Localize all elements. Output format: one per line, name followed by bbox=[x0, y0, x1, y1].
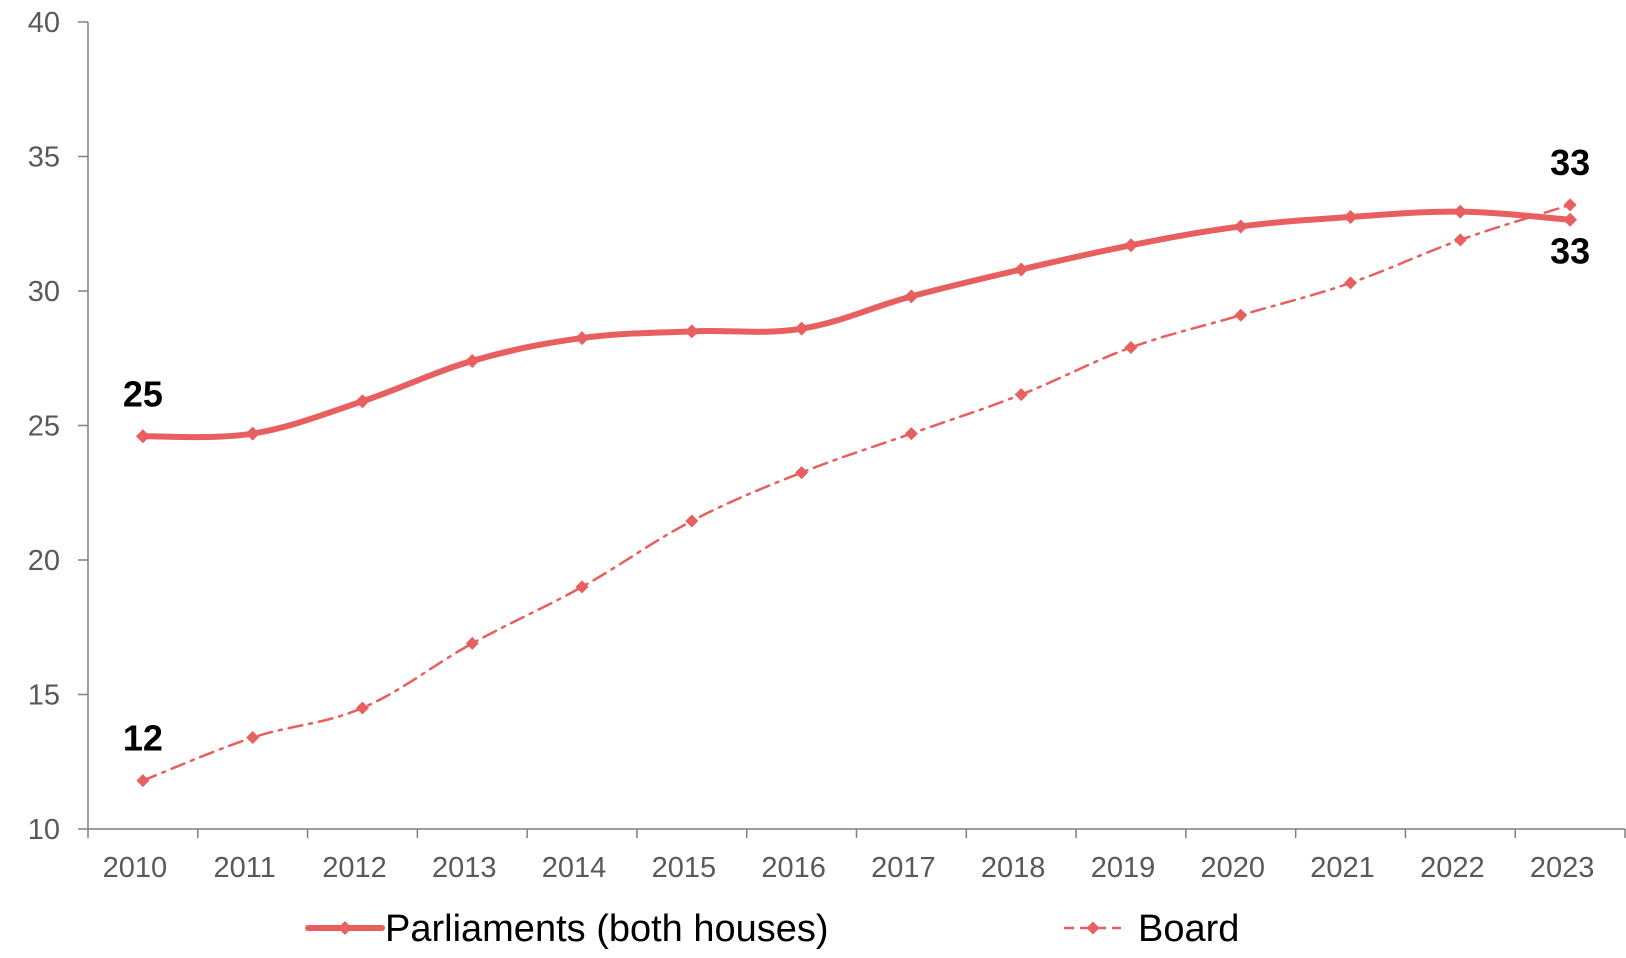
data-point-marker bbox=[1233, 219, 1248, 234]
data-point-marker bbox=[684, 324, 699, 339]
y-tick-label: 30 bbox=[28, 276, 60, 308]
data-point-marker bbox=[1453, 204, 1468, 219]
chart-axes bbox=[78, 21, 1626, 838]
data-point-marker bbox=[1453, 233, 1467, 247]
chart-series bbox=[135, 198, 1578, 788]
data-point-marker bbox=[355, 701, 369, 715]
x-tick-label: 2019 bbox=[1091, 852, 1156, 884]
legend-label-board: Board bbox=[1138, 908, 1239, 950]
x-tick-label: 2018 bbox=[981, 852, 1046, 884]
y-tick-label: 15 bbox=[28, 680, 60, 712]
data-point-marker bbox=[1124, 340, 1138, 354]
data-point-marker bbox=[245, 426, 260, 441]
chart-data-labels: 25 12 33 33 bbox=[123, 142, 1590, 759]
x-tick-label: 2017 bbox=[871, 852, 936, 884]
data-point-marker bbox=[575, 331, 590, 346]
series-line-1 bbox=[141, 203, 1572, 782]
series-line-0 bbox=[139, 208, 1574, 441]
data-point-marker bbox=[1563, 198, 1577, 212]
data-point-marker bbox=[1563, 212, 1578, 227]
data-label: 33 bbox=[1550, 231, 1590, 272]
data-point-marker bbox=[136, 774, 150, 788]
chart-legend: Parliaments (both houses) Board bbox=[305, 908, 1239, 950]
data-point-marker bbox=[1234, 308, 1248, 322]
x-tick-label: 2012 bbox=[322, 852, 387, 884]
data-point-marker bbox=[355, 394, 370, 409]
data-point-marker bbox=[904, 289, 919, 304]
data-point-marker bbox=[135, 429, 150, 444]
data-point-marker bbox=[795, 466, 809, 480]
x-tick-label: 2023 bbox=[1530, 852, 1595, 884]
data-point-marker bbox=[904, 427, 918, 441]
data-point-marker bbox=[465, 636, 479, 650]
x-tick-label: 2011 bbox=[213, 852, 275, 884]
data-point-marker bbox=[1123, 238, 1138, 253]
y-tick-label: 20 bbox=[28, 545, 60, 577]
x-tick-label: 2020 bbox=[1200, 852, 1265, 884]
y-tick-label: 40 bbox=[28, 7, 60, 39]
data-point-marker bbox=[794, 321, 809, 336]
legend-label-parliaments: Parliaments (both houses) bbox=[385, 908, 829, 950]
x-tick-label: 2013 bbox=[432, 852, 497, 884]
data-label: 25 bbox=[123, 373, 163, 414]
y-tick-label: 35 bbox=[28, 142, 60, 174]
chart-tick-labels: 10 15 20 25 30 35 40 2010 2011 2012 2013 2014 2015 20… bbox=[28, 7, 1595, 884]
data-label: 33 bbox=[1550, 142, 1590, 183]
data-point-marker bbox=[465, 353, 480, 368]
y-tick-label: 10 bbox=[28, 814, 60, 846]
data-point-marker bbox=[246, 731, 260, 745]
data-point-marker bbox=[1014, 388, 1028, 402]
legend-swatch-marker bbox=[338, 921, 352, 935]
data-point-marker bbox=[1343, 210, 1358, 225]
x-tick-label: 2010 bbox=[103, 852, 168, 884]
x-tick-label: 2022 bbox=[1420, 852, 1485, 884]
data-label: 12 bbox=[123, 718, 163, 759]
legend-swatch-marker bbox=[1086, 921, 1100, 935]
y-tick-label: 25 bbox=[28, 411, 60, 443]
data-point-marker bbox=[1344, 276, 1358, 290]
data-point-marker bbox=[1014, 262, 1029, 277]
data-point-marker bbox=[575, 580, 589, 594]
x-tick-label: 2015 bbox=[652, 852, 717, 884]
x-tick-label: 2021 bbox=[1310, 852, 1375, 884]
data-point-marker bbox=[685, 514, 699, 528]
x-tick-label: 2016 bbox=[761, 852, 826, 884]
x-tick-label: 2014 bbox=[542, 852, 607, 884]
